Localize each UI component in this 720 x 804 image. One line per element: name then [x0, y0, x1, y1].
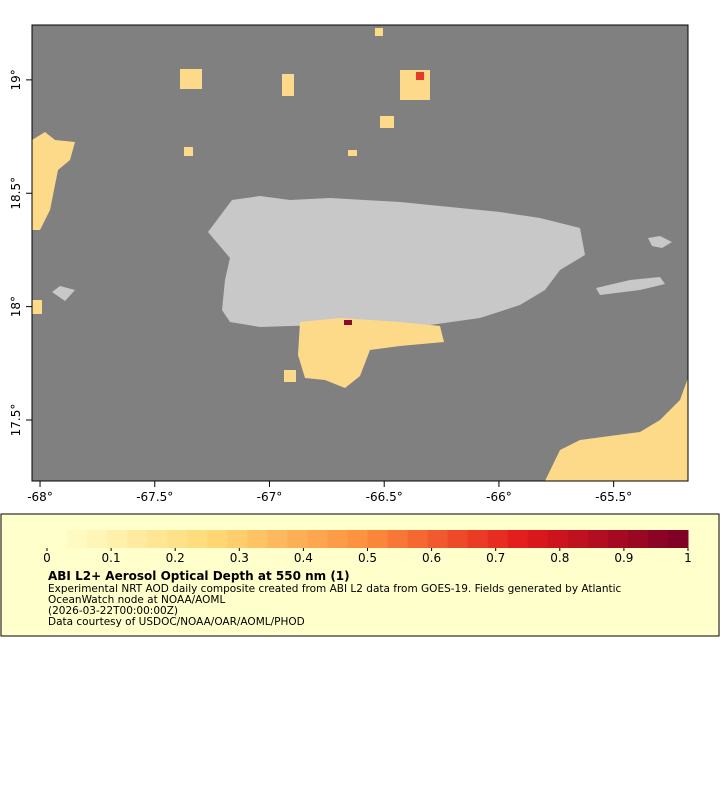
colorbar-cell: [367, 530, 389, 548]
colorbar-tick-label: 0.7: [486, 551, 505, 565]
colorbar-cell: [627, 530, 649, 548]
colorbar-cell: [127, 530, 148, 548]
colorbar-cell: [407, 530, 429, 548]
mona: [52, 286, 75, 301]
colorbar-cell: [507, 530, 529, 548]
aod-patch: [282, 74, 294, 96]
y-tick-label: 18°: [9, 296, 23, 317]
colorbar-cell: [267, 530, 288, 548]
colorbar-cell: [587, 530, 609, 548]
colorbar-cell: [447, 530, 469, 548]
colorbar-tick-label: 1: [684, 551, 692, 565]
aod-patch: [184, 147, 193, 156]
colorbar-cell: [307, 530, 328, 548]
aod-patch: [380, 116, 394, 128]
colorbar-cell: [347, 530, 368, 548]
aod-patch: [545, 378, 688, 481]
aod-patch: [348, 150, 357, 156]
x-tick-label: -66°: [486, 490, 512, 504]
x-tick-label: -67.5°: [136, 490, 173, 504]
colorbar-cell: [207, 530, 228, 548]
y-tick-label: 17.5°: [9, 404, 23, 437]
legend-title: ABI L2+ Aerosol Optical Depth at 550 nm …: [48, 569, 350, 583]
x-tick-label: -68°: [27, 490, 53, 504]
colorbar-cell: [147, 530, 168, 548]
colorbar-tick-label: 0.5: [358, 551, 377, 565]
colorbar-cell: [647, 530, 669, 548]
colorbar-tick-label: 0.3: [230, 551, 249, 565]
aod-patch: [400, 70, 430, 100]
aod-patch: [416, 72, 424, 80]
colorbar-cell: [287, 530, 308, 548]
aod-patch: [32, 132, 75, 230]
colorbar-cell: [87, 530, 108, 548]
colorbar-tick-label: 0.6: [422, 551, 441, 565]
aod-patch: [180, 69, 202, 89]
vieques: [596, 277, 665, 295]
description: Experimental NRT AOD daily composite cre…: [48, 583, 622, 595]
colorbar-cell: [227, 530, 248, 548]
aod-patch: [344, 320, 352, 325]
aod-patches: [32, 28, 688, 481]
colorbar-cell: [167, 530, 188, 548]
colorbar-cell: [547, 530, 569, 548]
colorbar-cell: [567, 530, 589, 548]
x-tick-label: -65.5°: [595, 490, 632, 504]
colorbar-cell: [107, 530, 128, 548]
colorbar-tick-label: 0.8: [550, 551, 569, 565]
colorbar-cell: [187, 530, 208, 548]
colorbar-cell: [67, 530, 88, 548]
description: (2026-03-22T00:00:00Z): [48, 605, 178, 617]
colorbar-cell: [387, 530, 409, 548]
map-frame: [31, 24, 689, 482]
aod-patch: [284, 370, 296, 382]
aod-patch: [375, 28, 383, 36]
colorbar-cell: [527, 530, 549, 548]
colorbar-cell: [467, 530, 489, 548]
aod-patch: [32, 300, 42, 314]
colorbar-tick-label: 0: [43, 551, 51, 565]
colorbar-tick-label: 0.1: [102, 551, 121, 565]
colorbar-cell: [427, 530, 449, 548]
x-tick-label: -66.5°: [366, 490, 403, 504]
colorbar-cell: [47, 530, 68, 548]
colorbar-tick-label: 0.2: [166, 551, 185, 565]
colorbar-cell: [327, 530, 348, 548]
puerto-rico: [208, 196, 585, 327]
description: OceanWatch node at NOAA/AOML: [48, 594, 225, 606]
culebra: [648, 236, 672, 248]
x-tick-label: -67°: [257, 490, 283, 504]
y-tick-label: 19°: [9, 69, 23, 90]
y-tick-label: 18.5°: [9, 177, 23, 210]
colorbar-cell: [667, 530, 689, 548]
colorbar-cell: [607, 530, 629, 548]
aod-patch: [298, 318, 444, 388]
colorbar-tick-label: 0.9: [614, 551, 633, 565]
description: Data courtesy of USDOC/NOAA/OAR/AOML/PHO…: [48, 616, 305, 628]
colorbar-cell: [487, 530, 509, 548]
colorbar-cell: [247, 530, 268, 548]
colorbar-tick-label: 0.4: [294, 551, 313, 565]
